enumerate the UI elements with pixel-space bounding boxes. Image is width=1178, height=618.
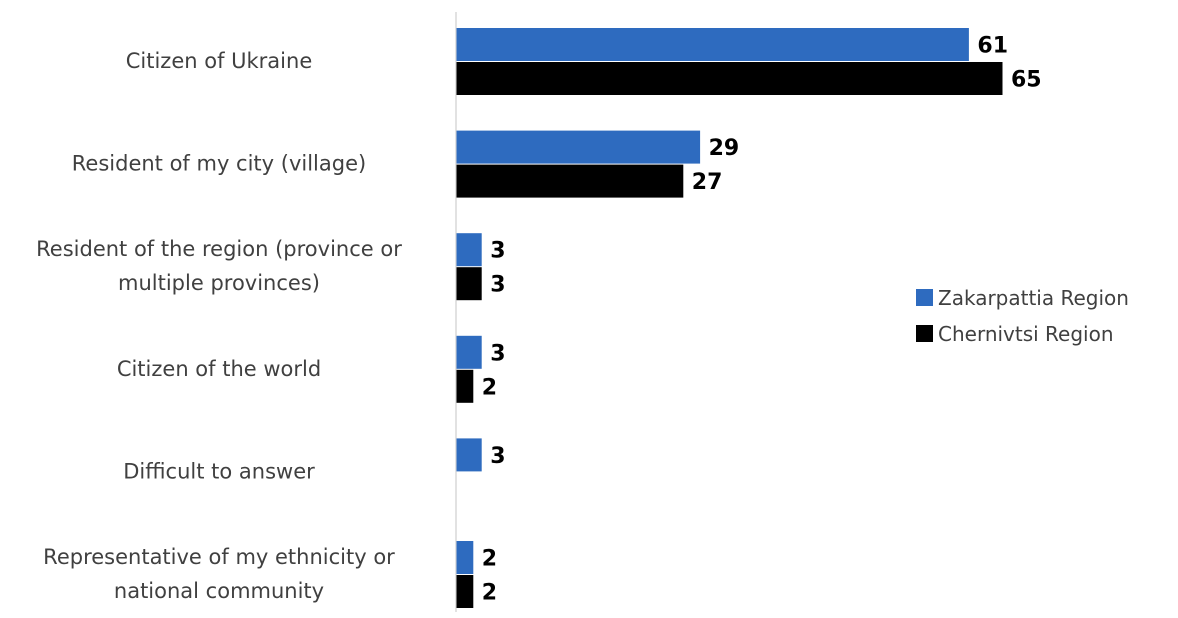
data-label-zakarpattia-region: 61: [977, 34, 1008, 59]
bar-chernivtsi-region: [456, 369, 474, 403]
data-label-chernivtsi-region: 27: [692, 170, 723, 195]
legend-swatch-chernivtsi-region: [916, 325, 933, 342]
data-label-zakarpattia-region: 3: [490, 341, 505, 366]
bar-chernivtsi-region: [456, 62, 1003, 95]
category-label: Difficult to answer: [123, 459, 315, 483]
data-label-chernivtsi-region: 2: [482, 375, 497, 400]
bar-zakarpattia-region: [456, 541, 474, 574]
legend-swatch-zakarpattia-region: [916, 289, 933, 306]
data-label-zakarpattia-region: 29: [709, 136, 740, 161]
bar-zakarpattia-region: [456, 335, 482, 369]
category-label: Representative of my ethnicity or nationa…: [43, 545, 395, 603]
legend-label-chernivtsi-region: Chernivtsi Region: [938, 322, 1114, 346]
data-label-zakarpattia-region: 2: [482, 547, 497, 572]
bar-zakarpattia-region: [456, 233, 482, 267]
category-labels: Citizen of Ukraine Resident of my city (v…: [36, 49, 402, 603]
bar-chernivtsi-region: [456, 164, 684, 198]
bar-chernivtsi-region: [456, 575, 474, 608]
data-label-chernivtsi-region: 3: [490, 273, 505, 298]
bar-chernivtsi-region: [456, 267, 482, 301]
category-label: Citizen of Ukraine: [126, 49, 313, 73]
bar-zakarpattia-region: [456, 438, 482, 472]
bar-zakarpattia-region: [456, 28, 969, 61]
legend: Zakarpattia Region Chernivtsi Region: [916, 286, 1129, 346]
category-label: Resident of the region (province or multi…: [36, 237, 402, 295]
legend-label-zakarpattia-region: Zakarpattia Region: [938, 286, 1129, 310]
bar-zakarpattia-region: [456, 130, 701, 164]
bars: [456, 28, 1003, 608]
data-label-zakarpattia-region: 3: [490, 444, 505, 469]
data-label-zakarpattia-region: 3: [490, 239, 505, 264]
data-label-chernivtsi-region: 65: [1011, 68, 1042, 93]
category-label: Citizen of the world: [117, 357, 321, 381]
category-label: Resident of my city (village): [72, 152, 366, 176]
data-label-chernivtsi-region: 2: [482, 581, 497, 606]
